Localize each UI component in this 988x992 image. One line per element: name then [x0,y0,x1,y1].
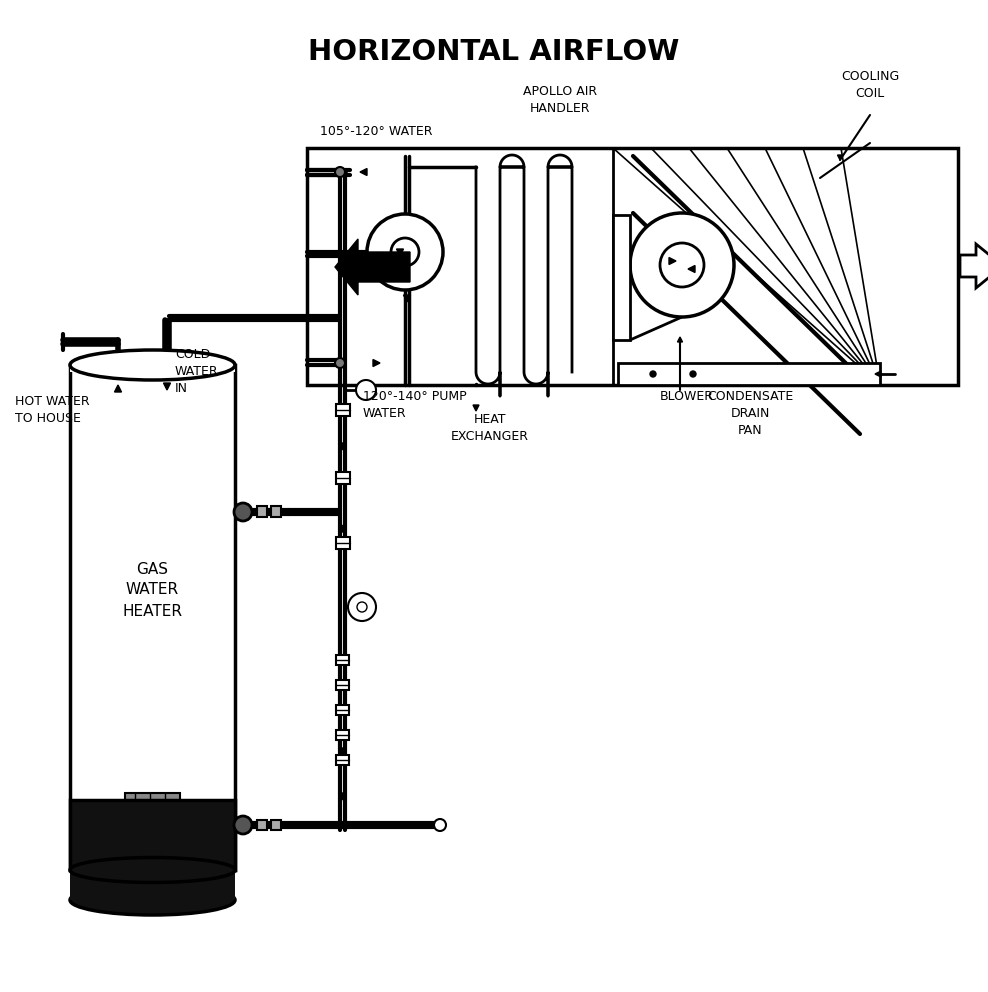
Circle shape [367,214,443,290]
Text: HEAT
EXCHANGER: HEAT EXCHANGER [451,413,529,443]
Circle shape [690,371,696,377]
Polygon shape [396,249,403,256]
Text: APOLLO AIR
HANDLER: APOLLO AIR HANDLER [523,85,597,115]
Polygon shape [373,359,380,366]
Bar [70,800,235,870]
Bar [336,755,349,765]
Ellipse shape [70,885,235,915]
Bar [70,360,235,372]
Polygon shape [304,822,310,828]
Bar [336,680,349,690]
Polygon shape [288,509,295,516]
Bar [70,870,235,900]
Bar [336,537,350,549]
Polygon shape [339,443,346,450]
Circle shape [660,243,704,287]
Ellipse shape [70,350,235,380]
Circle shape [335,167,345,177]
Bar [307,148,958,385]
Polygon shape [339,748,346,755]
Polygon shape [960,244,988,288]
Polygon shape [678,337,683,342]
Polygon shape [875,371,881,377]
Bar [336,472,350,484]
Bar [70,365,235,870]
Circle shape [356,380,376,400]
Polygon shape [163,383,171,390]
Text: HORIZONTAL AIRFLOW: HORIZONTAL AIRFLOW [308,38,680,66]
Text: COOLING
COIL: COOLING COIL [841,70,899,100]
Text: 120°-140° PUMP
WATER: 120°-140° PUMP WATER [363,390,466,420]
Circle shape [650,371,656,377]
Polygon shape [669,258,676,265]
Text: GAS
WATER
HEATER: GAS WATER HEATER [122,561,182,618]
Bar [257,506,267,517]
Text: HOT WATER
TO HOUSE: HOT WATER TO HOUSE [15,395,90,425]
Bar [336,730,349,740]
Polygon shape [115,385,122,392]
Bar [336,404,350,416]
Text: 105°-120° WATER: 105°-120° WATER [320,125,433,138]
Text: COLD
WATER
IN: COLD WATER IN [175,348,218,395]
Bar [271,506,281,517]
Polygon shape [339,793,346,800]
Bar [257,820,267,830]
Bar [618,363,880,385]
Circle shape [234,503,252,521]
Polygon shape [340,169,347,176]
Circle shape [348,593,376,621]
Polygon shape [473,405,479,411]
Circle shape [630,213,734,317]
Bar [336,705,349,715]
Circle shape [357,602,367,612]
Bar [271,820,281,830]
Text: BLOWER: BLOWER [660,390,714,403]
Bar [336,655,349,665]
Circle shape [335,358,345,368]
Polygon shape [838,155,843,160]
Polygon shape [403,295,410,302]
Polygon shape [339,525,346,532]
Text: CONDENSATE
DRAIN
PAN: CONDENSATE DRAIN PAN [706,390,793,437]
Bar [125,793,180,815]
Ellipse shape [70,857,235,883]
Polygon shape [335,239,410,295]
Polygon shape [688,266,695,273]
Polygon shape [360,169,367,176]
Bar [613,215,630,340]
Circle shape [434,819,446,831]
Circle shape [391,238,419,266]
Circle shape [234,816,252,834]
